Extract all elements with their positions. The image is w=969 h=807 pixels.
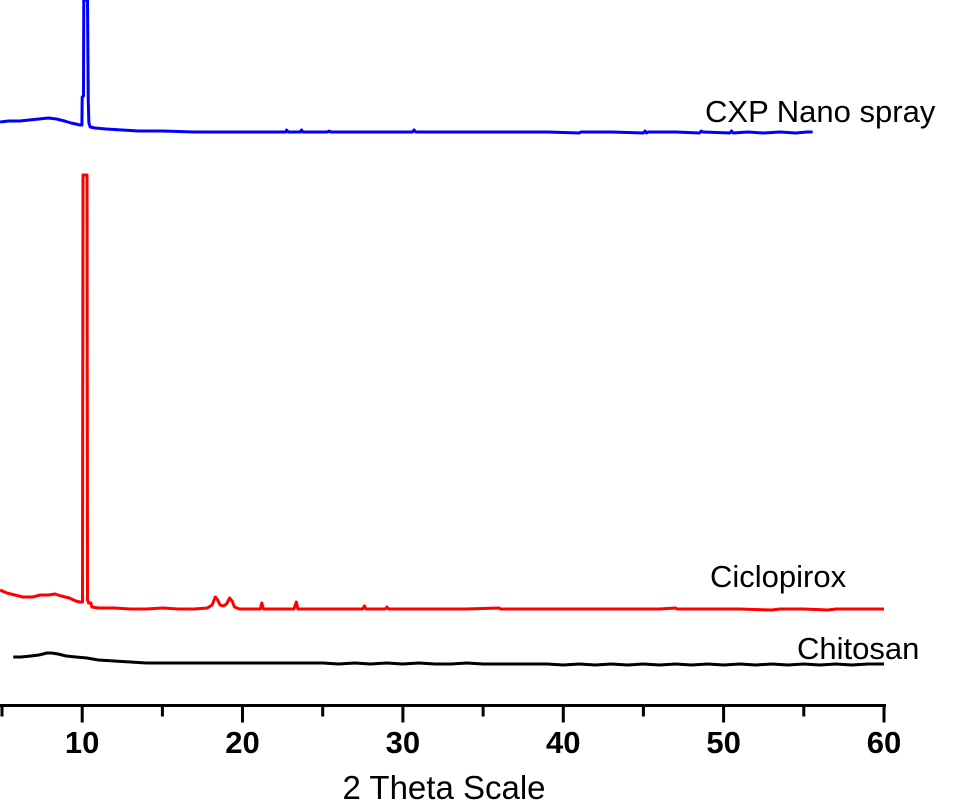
x-tick-label-20: 20 — [225, 725, 260, 760]
x-tick-label-10: 10 — [64, 725, 100, 760]
trace-chitosan — [13, 651, 884, 667]
x-axis-title: 2 Theta Scale — [342, 769, 546, 806]
trace-cxp-nano-spray — [0, 0, 813, 135]
series-label-cxp-nano-spray: CXP Nano spray — [705, 94, 936, 129]
trace-ciclopirox — [0, 173, 884, 612]
x-tick-label-50: 50 — [706, 725, 741, 760]
series-label-chitosan: Chitosan — [797, 631, 920, 666]
series-label-ciclopirox: Ciclopirox — [710, 559, 847, 594]
x-tick-label-60: 60 — [866, 725, 902, 760]
x-tick-label-30: 30 — [385, 725, 421, 760]
x-tick-label-40: 40 — [546, 725, 581, 760]
